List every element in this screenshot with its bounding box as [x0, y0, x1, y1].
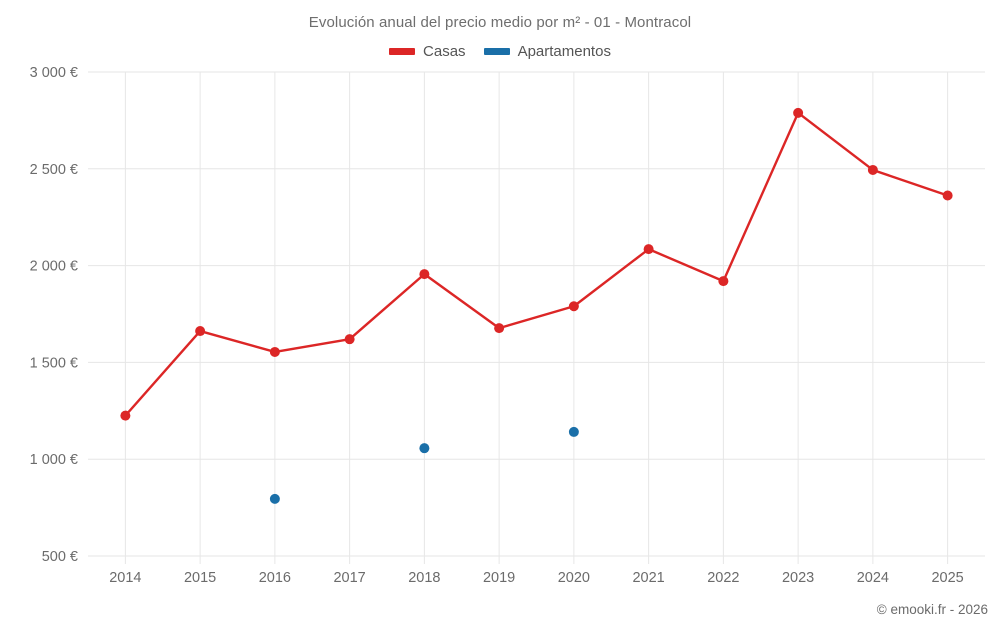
legend-swatch-casas	[389, 48, 416, 55]
chart-series-lines	[124, 111, 949, 417]
y-axis-tick-labels: 500 € 1 000 € 1 500 € 2 000 € 2 500 € 3 000 €	[30, 65, 78, 565]
y-axis-tick-label: 1 500 €	[30, 355, 78, 371]
legend-item-casas[interactable]: Casas	[389, 44, 466, 59]
data-point-casas-2021[interactable]: Casas 2021: 2085 €	[643, 244, 654, 255]
y-axis-tick-label: 3 000 €	[30, 65, 78, 81]
x-axis-tick-label: 2023	[782, 570, 814, 586]
data-point-casas-2015[interactable]: Casas 2015: 1662 €	[195, 326, 206, 337]
x-axis-tick-label: 2021	[632, 570, 664, 586]
chart-title: Evolución anual del precio medio por m² …	[308, 14, 692, 31]
x-axis-tick-label: 2017	[333, 570, 365, 586]
x-axis-tick-label: 2024	[857, 570, 889, 586]
x-axis-tick-label: 2025	[931, 570, 963, 586]
legend-item-apartamentos[interactable]: Apartamentos	[483, 43, 611, 60]
data-point-casas-2024[interactable]: Casas 2024: 2494 €	[867, 164, 878, 175]
data-point-casas-2014[interactable]: Casas 2014: 1225 €	[120, 410, 131, 421]
x-axis-tick-label: 2022	[707, 570, 739, 586]
x-axis-tick-label: 2014	[109, 570, 141, 586]
x-axis-tick-label: 2016	[259, 570, 291, 586]
y-axis-tick-label: 2 500 €	[30, 162, 78, 178]
data-point-casas-2019[interactable]: Casas 2019: 1677 €	[494, 323, 505, 334]
copyright-credit: © emooki.fr - 2026	[876, 602, 988, 617]
data-point-casas-2016[interactable]: Casas 2016: 1554 €	[269, 346, 280, 357]
chart-series-points: Casas 2014: 1225 € Casas 2015: 1662 € Casa…	[120, 107, 953, 504]
chart-gridlines	[88, 71, 985, 564]
chart-legend: Casas Apartamentos	[0, 44, 1000, 59]
data-point-casas-2020[interactable]: Casas 2020: 1790 €	[568, 301, 579, 312]
x-axis-tick-label: 2015	[184, 570, 216, 586]
data-point-casas-2023[interactable]: Casas 2023: 2789 €	[793, 107, 804, 118]
x-axis-tick-label: 2019	[483, 570, 515, 586]
series-line-casas	[124, 111, 949, 417]
x-axis-tick-label: 2018	[408, 570, 440, 586]
data-point-apartamentos-2020[interactable]: Apartamentos 2020: 1141 €	[568, 426, 579, 437]
y-axis-tick-label: 500 €	[42, 549, 78, 565]
x-axis-tick-label: 2020	[558, 570, 590, 586]
data-point-casas-2025[interactable]: Casas 2025: 2362 €	[942, 190, 953, 201]
legend-label-apartamentos: Apartamentos	[517, 43, 611, 60]
data-point-apartamentos-2016[interactable]: Apartamentos 2016: 795 €	[269, 493, 280, 504]
legend-swatch-apartamentos	[483, 48, 510, 55]
legend-label-casas: Casas	[423, 43, 466, 60]
y-axis-tick-label: 1 000 €	[30, 452, 78, 468]
y-axis-tick-label: 2 000 €	[30, 259, 78, 275]
x-axis-tick-labels: 2014 2015 2016 2017 2018 2019 2020 2021 2022 2023…	[109, 570, 964, 586]
data-point-casas-2018[interactable]: Casas 2018: 1956 €	[419, 269, 430, 280]
data-point-apartamentos-2018[interactable]: Apartamentos 2018: 1057 €	[419, 443, 430, 454]
